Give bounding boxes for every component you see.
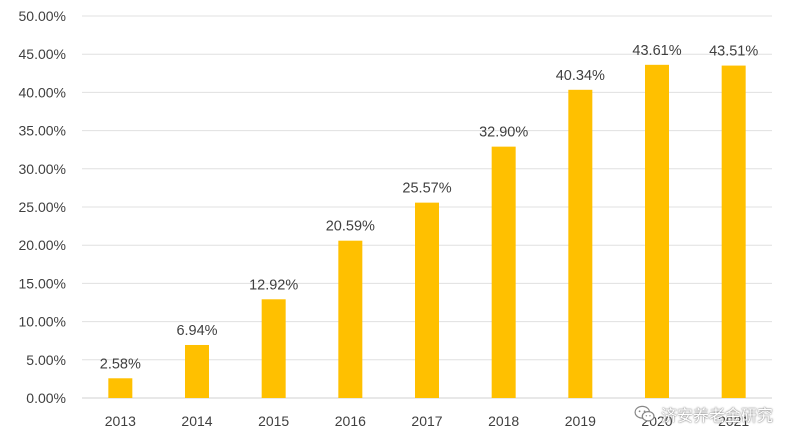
x-tick-label: 2013 [105, 413, 136, 429]
x-tick-label: 2017 [411, 413, 442, 429]
bar-2018 [491, 146, 516, 398]
y-tick-label: 30.00% [19, 161, 66, 177]
data-label-2017: 25.57% [402, 181, 451, 197]
bar-2021 [721, 65, 746, 398]
bar-2016 [338, 240, 363, 398]
bars [108, 64, 746, 398]
data-label-2013: 2.58% [100, 356, 141, 372]
x-tick-label: 2021 [718, 413, 749, 429]
y-tick-label: 15.00% [19, 275, 66, 291]
data-label-2021: 43.51% [709, 44, 758, 60]
y-tick-label: 25.00% [19, 199, 66, 215]
watermark: 济安养老金研究 [634, 402, 773, 426]
y-axis-ticks: 0.00% 5.00% 10.00% 15.00% 20.00% 25.00% 30.00%… [19, 8, 66, 406]
bar-2014 [185, 344, 209, 398]
data-label-2020: 43.61% [632, 43, 681, 59]
watermark-text: 济安养老金研究 [660, 406, 773, 425]
y-tick-label: 0.00% [26, 390, 66, 406]
y-tick-label: 5.00% [26, 352, 66, 368]
bar-2020 [645, 64, 669, 398]
data-label-2018: 32.90% [479, 125, 528, 141]
data-label-2014: 6.94% [176, 323, 217, 339]
y-tick-label: 35.00% [19, 123, 66, 139]
x-tick-label: 2016 [335, 413, 366, 429]
x-tick-label: 2014 [181, 413, 212, 429]
x-tick-label: 2019 [565, 413, 596, 429]
bar-2019 [568, 89, 593, 398]
x-tick-label: 2015 [258, 413, 289, 429]
bar-2017 [415, 202, 439, 398]
data-label-2019: 40.34% [556, 68, 605, 84]
y-tick-label: 45.00% [19, 46, 66, 62]
x-axis-ticks: 2013 2014 2015 2016 2017 2018 2019 2020 2021 [105, 413, 750, 429]
bar-2015 [261, 299, 286, 398]
x-tick-label: 2018 [488, 413, 519, 429]
y-tick-label: 20.00% [19, 237, 66, 253]
wechat-icon [634, 405, 655, 422]
data-labels: 2.58% 6.94% 12.92% 20.59% 25.57% 32.90% 40.34%… [100, 43, 759, 372]
y-tick-label: 50.00% [19, 8, 66, 24]
y-tick-label: 10.00% [19, 314, 66, 330]
bar-2013 [108, 378, 133, 398]
data-label-2016: 20.59% [326, 219, 375, 235]
y-tick-label: 40.00% [19, 84, 66, 100]
data-label-2015: 12.92% [249, 277, 298, 293]
